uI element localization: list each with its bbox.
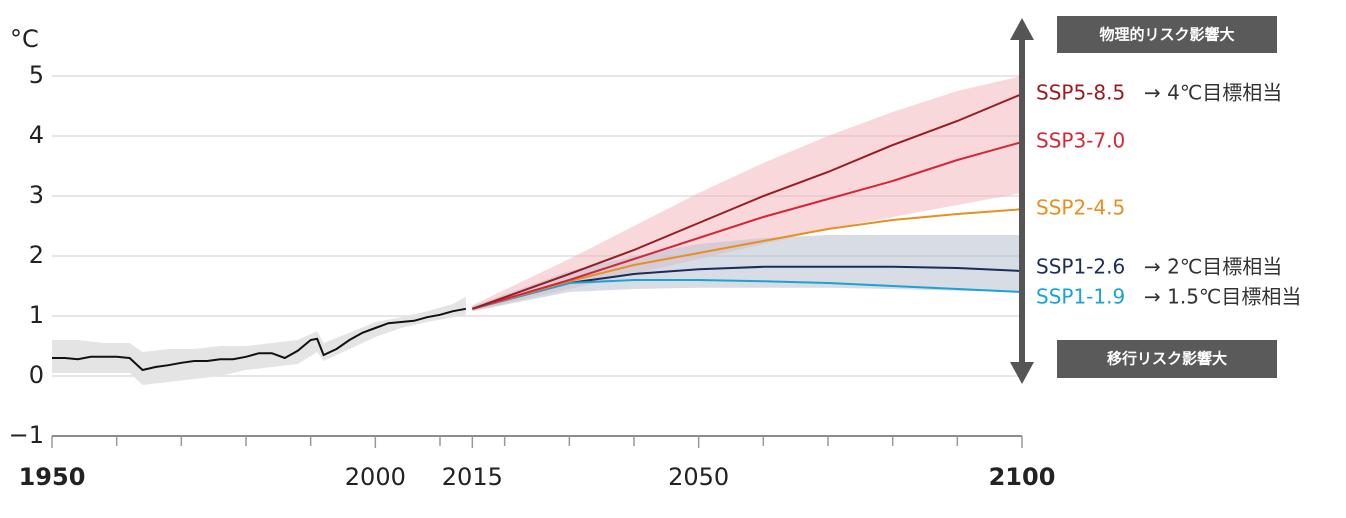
label-box (1057, 16, 1277, 53)
series-line (472, 279, 1023, 310)
legend-label: SSP1-1.9 (1036, 285, 1125, 309)
series-line (52, 307, 467, 372)
arrow-head-down (1010, 362, 1034, 384)
uncertainty-band (52, 296, 466, 385)
arrow-head-up (1010, 18, 1034, 40)
series-line (472, 208, 1023, 310)
y-tick-label: 2 (29, 241, 44, 269)
plot: −1 0 1 2 3 4 5 1950 2000 2015 2050 2100 SSP1-2.6 → 2℃… (9, 61, 1302, 491)
arrow-top-label: 物理的リスク影響大 (1099, 26, 1234, 44)
series-line (472, 265, 1023, 310)
y-tick-label: 3 (29, 181, 44, 209)
legend-label: SSP1-2.6 (1036, 255, 1125, 279)
target-note: → 2℃目標相当 (1144, 255, 1282, 279)
uncertainty-band (472, 235, 1022, 312)
label-box (1057, 340, 1277, 378)
y-tick-label: 5 (29, 61, 44, 89)
arrow-bottom-label: 移行リスク影響大 (1107, 350, 1227, 368)
y-tick-label: −1 (9, 421, 44, 449)
legend-label: SSP3-7.0 (1036, 129, 1125, 153)
x-tick-label: 2015 (442, 463, 503, 491)
legend-label: SSP5-8.5 (1036, 81, 1125, 105)
y-tick-label: 1 (29, 301, 44, 329)
target-note: → 1.5℃目標相当 (1144, 285, 1301, 309)
uncertainty-band (472, 76, 1022, 312)
series-line (472, 141, 1023, 310)
x-tick-label: 1950 (19, 463, 86, 491)
legend-label: SSP2-4.5 (1036, 196, 1125, 220)
series-line (471, 93, 1023, 310)
x-tick-label: 2100 (989, 463, 1056, 491)
target-note: → 4℃目標相当 (1144, 81, 1282, 105)
y-unit: °C (10, 25, 39, 53)
x-tick-label: 2050 (668, 463, 729, 491)
x-tick-label: 2000 (345, 463, 406, 491)
y-tick-label: 0 (29, 361, 44, 389)
y-tick-label: 4 (29, 121, 44, 149)
